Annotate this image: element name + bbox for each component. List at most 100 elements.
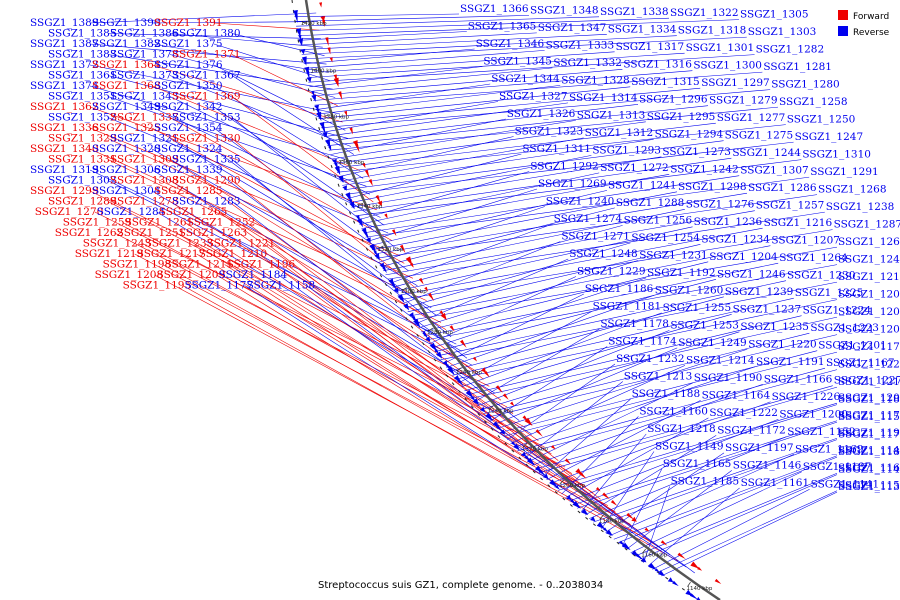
gene-arrow-forward <box>535 429 543 437</box>
gene-label: SSGZ1_1295 <box>647 111 716 123</box>
label-connector-line <box>434 279 717 353</box>
scale-tick-label: 1180 kbp <box>599 518 625 524</box>
scale-tick-label: 1400 kbp <box>311 68 337 74</box>
gene-label: SSGZ1_1234 <box>701 233 770 245</box>
gene-label: SSGZ1_1242 <box>670 163 739 175</box>
label-connector-line <box>376 194 818 259</box>
gene-arrow-reverse <box>328 145 332 151</box>
gene-arrow-reverse <box>296 28 301 38</box>
label-connector-line <box>573 420 838 505</box>
gene-label: SSGZ1_1291 <box>810 166 879 178</box>
gene-label: SSGZ1_1310 <box>802 149 871 161</box>
label-connector-line <box>89 169 457 345</box>
gene-label: SSGZ1_1326 <box>507 108 576 120</box>
label-connector-line <box>542 398 631 477</box>
genome-backbone <box>304 0 721 600</box>
gene-label: SSGZ1_1261 <box>125 217 194 229</box>
label-connector-line <box>213 169 468 359</box>
gene-arrow-forward <box>325 37 329 47</box>
gene-arrow-reverse <box>325 139 331 149</box>
gene-arrow-reverse <box>648 562 657 571</box>
gene-label: SSGZ1_1250 <box>787 114 856 126</box>
gene-arrow-forward <box>344 110 347 117</box>
label-connector-line <box>452 297 794 376</box>
label-connector-line <box>496 349 748 429</box>
gene-label: SSGZ1_1346 <box>476 38 545 50</box>
gene-arrow-forward <box>338 91 343 101</box>
label-connector-line <box>114 232 566 468</box>
gene-arrow-reverse <box>429 342 437 352</box>
label-connector-line <box>385 210 755 276</box>
gene-label: SSGZ1_1163 <box>838 462 900 474</box>
scale-tick-label: 1280 kbp <box>427 330 453 336</box>
label-connector-line <box>182 285 679 562</box>
label-connector-line <box>310 67 553 92</box>
gene-label: SSGZ1_1335 <box>172 154 241 166</box>
gene-label: SSGZ1_1249 <box>678 337 747 349</box>
gene-arrow-forward <box>355 143 360 153</box>
label-connector-line <box>336 124 786 173</box>
gene-label: SSGZ1_1373 <box>110 70 179 82</box>
gene-arrow-reverse <box>294 14 298 24</box>
gene-arrow-forward <box>368 179 373 187</box>
label-connector-line <box>661 491 838 577</box>
gene-label: SSGZ1_1375 <box>154 38 223 50</box>
label-connector-line <box>107 54 333 90</box>
gene-label: SSGZ1_1256 <box>624 214 693 226</box>
label-connector-line <box>231 201 520 421</box>
label-connector-line <box>327 105 709 146</box>
gene-arrow-forward <box>564 458 571 465</box>
gene-arrow-reverse <box>332 158 337 165</box>
gene-label: SSGZ1_1372 <box>30 59 99 71</box>
gene-label: SSGZ1_1219 <box>75 248 144 260</box>
gene-label: SSGZ1_1296 <box>639 93 708 105</box>
gene-label: SSGZ1_1237 <box>733 303 802 315</box>
gene-label: SSGZ1_1220 <box>748 338 817 350</box>
gene-arrow-reverse <box>345 192 352 202</box>
gene-arrow-forward <box>460 339 467 348</box>
gene-label: SSGZ1_1349 <box>92 101 161 113</box>
scale-tick-label: 1300 kbp <box>401 289 427 295</box>
label-connector-line <box>483 332 810 414</box>
label-connector-line <box>231 159 452 338</box>
gene-label: SSGZ1_1285 <box>154 185 223 197</box>
gene-label: SSGZ1_1240 <box>546 196 615 208</box>
label-connector-line <box>305 51 615 74</box>
gene-label: SSGZ1_1263 <box>179 227 248 239</box>
label-connector-line <box>294 13 460 17</box>
scale-tick-mark <box>523 443 528 448</box>
label-connector-line <box>231 180 484 380</box>
label-connector-line <box>652 489 810 570</box>
gene-arrow-reverse <box>409 312 414 318</box>
label-connector-line <box>446 295 654 368</box>
gene-label: SSGZ1_1165 <box>663 458 732 470</box>
label-connector-line <box>347 153 522 199</box>
gene-label: SSGZ1_1331 <box>48 154 117 166</box>
gene-label: SSGZ1_1385 <box>48 28 117 40</box>
label-connector-line <box>169 96 370 195</box>
gene-label: SSGZ1_1211 <box>165 259 234 271</box>
label-connector-line <box>493 347 678 426</box>
label-connector-line <box>589 436 787 519</box>
gene-arrow-reverse <box>526 457 535 466</box>
scale-tick-label: 1220 kbp <box>522 446 548 452</box>
gene-arrow-forward <box>697 566 703 571</box>
gene-arrow-reverse <box>543 473 549 479</box>
gene-label: SSGZ1_1245 <box>838 254 900 266</box>
scale-tick-mark <box>428 327 434 332</box>
gene-label: SSGZ1_1334 <box>608 23 677 35</box>
gene-label: SSGZ1_1252 <box>187 217 256 229</box>
gene-label: SSGZ1_1141 <box>811 478 880 490</box>
gene-arrow-forward <box>449 325 455 332</box>
gene-label: SSGZ1_1342 <box>154 101 223 113</box>
label-connector-line <box>318 86 631 119</box>
gene-label: SSGZ1_1391 <box>154 17 223 29</box>
gene-label: SSGZ1_1236 <box>694 216 763 228</box>
gene-arrow-reverse <box>654 568 660 573</box>
gene-arrow-reverse <box>364 231 370 241</box>
gene-arrow-reverse <box>622 542 631 551</box>
gene-arrow-forward <box>551 445 556 450</box>
label-connector-line <box>231 33 325 56</box>
label-connector-line <box>89 148 427 301</box>
gene-label: SSGZ1_1294 <box>655 128 724 140</box>
